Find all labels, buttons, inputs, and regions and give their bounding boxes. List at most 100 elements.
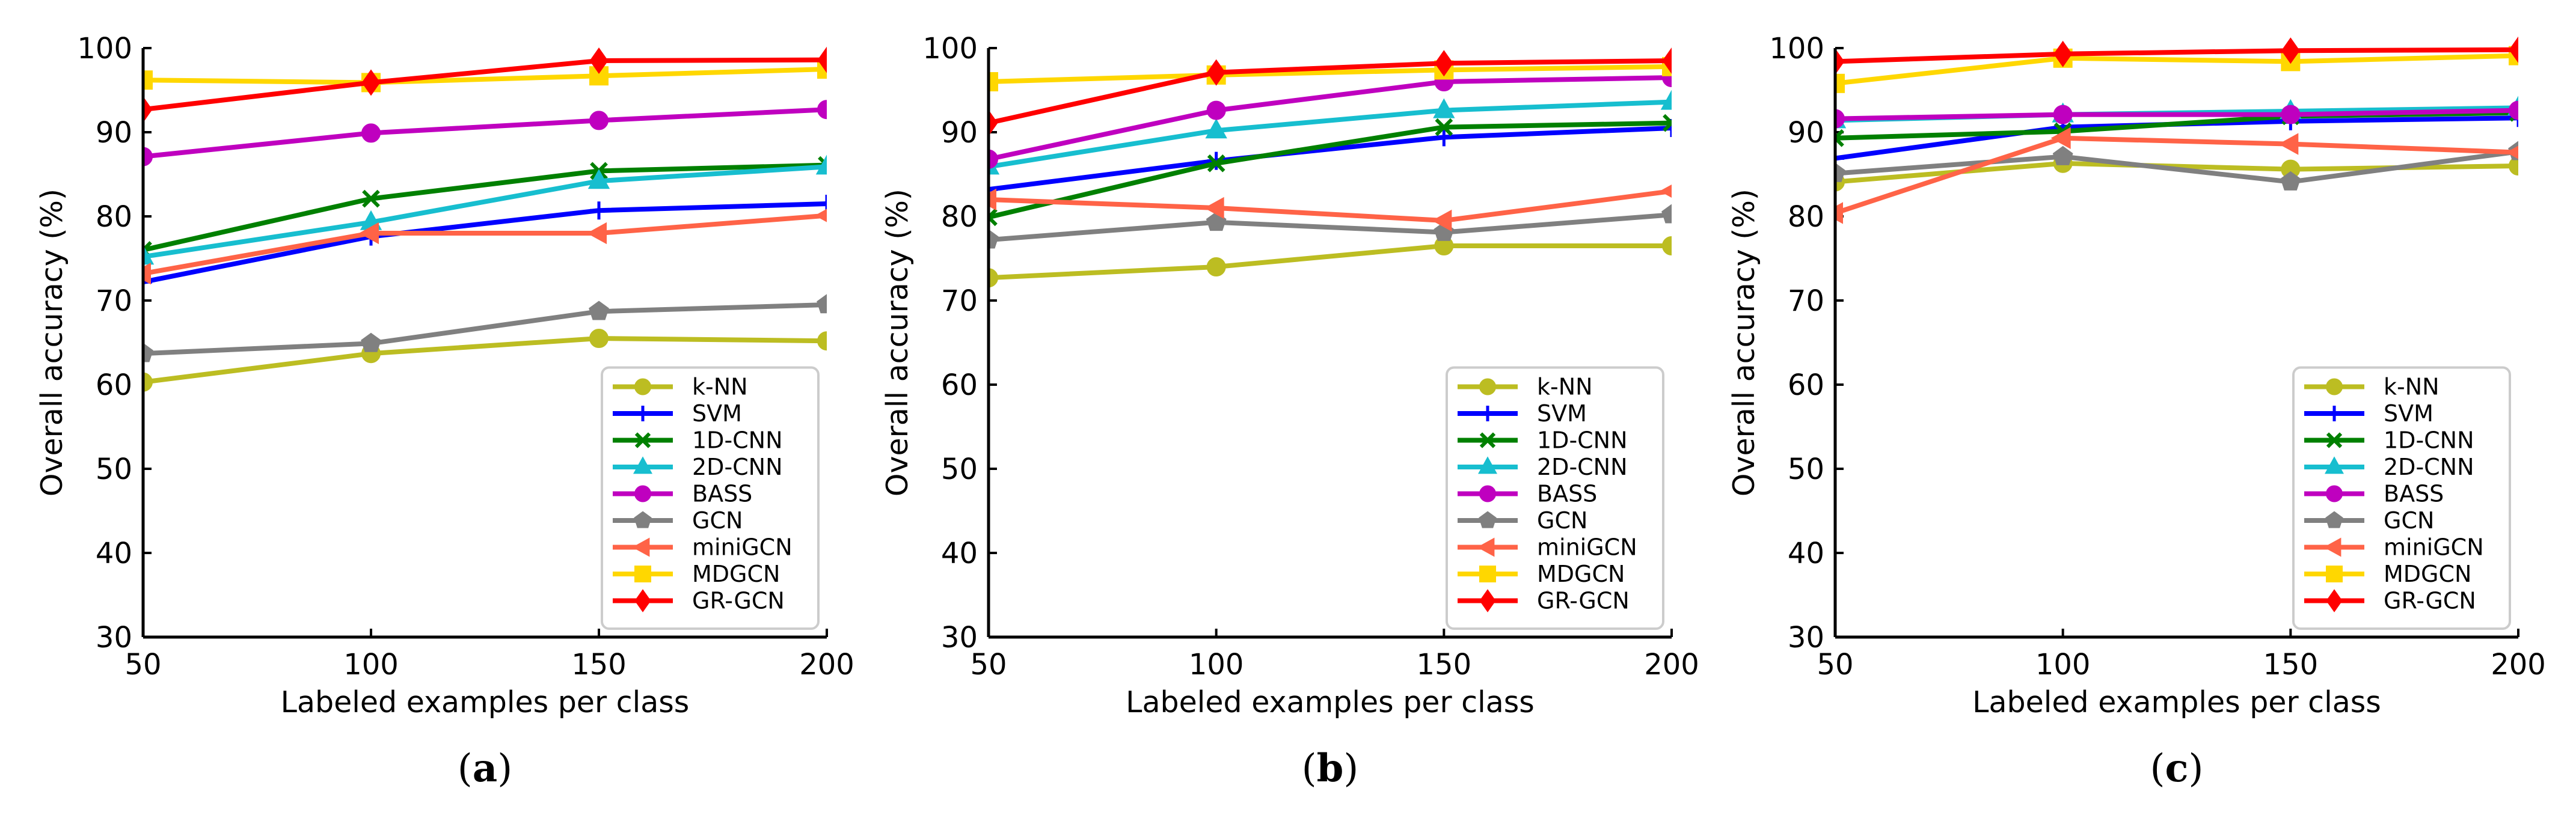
legend-marker-gcn-shape xyxy=(1479,511,1497,528)
data-point-gcn xyxy=(989,229,999,249)
legend-marker-k-nn-shape xyxy=(634,378,651,395)
y-tick-label: 30 xyxy=(1788,621,1824,655)
data-point-minigcn xyxy=(358,222,379,245)
series-line-k-nn xyxy=(989,243,1672,281)
panel-caption: (c) xyxy=(2150,746,2204,791)
legend-marker-1d-cnn xyxy=(2326,432,2343,448)
data-point-gcn xyxy=(1661,204,1672,224)
data-point-mdgcn-shape xyxy=(143,70,153,90)
legend-marker-k-nn xyxy=(634,378,651,395)
data-point-gr-gcn-shape xyxy=(989,109,998,136)
data-point-minigcn-shape xyxy=(814,209,827,222)
x-tick-label: 150 xyxy=(571,648,627,682)
legend-label-1d-cnn: 1D-CNN xyxy=(1537,427,1628,454)
legend-marker-gr-gcn-shape xyxy=(1479,589,1496,612)
data-point-svm-shape xyxy=(989,180,998,199)
data-point-minigcn xyxy=(989,188,996,211)
data-point-gr-gcn-shape xyxy=(817,46,827,73)
y-tick-label: 30 xyxy=(941,621,978,655)
legend-marker-mdgcn xyxy=(1479,566,1496,582)
series-line-minigcn xyxy=(143,213,827,276)
series-line-2d-cnn xyxy=(989,99,1672,169)
data-point-k-nn-shape xyxy=(989,268,998,288)
data-point-k-nn-shape xyxy=(589,329,609,348)
data-point-gr-gcn xyxy=(2053,40,2073,67)
data-point-2d-cnn xyxy=(1205,118,1227,139)
data-point-gr-gcn-shape xyxy=(2509,36,2518,63)
y-tick-label: 70 xyxy=(96,284,132,318)
legend-marker-gr-gcn-shape xyxy=(2326,589,2343,612)
data-point-svm xyxy=(1435,128,1453,147)
data-point-gr-gcn xyxy=(989,109,998,136)
y-tick-label: 80 xyxy=(1788,200,1824,234)
data-point-bass-shape xyxy=(143,147,153,166)
series-line-bass xyxy=(143,107,827,159)
legend-label-2d-cnn: 2D-CNN xyxy=(2384,454,2474,480)
y-tick-label: 80 xyxy=(941,200,978,234)
data-point-svm-shape xyxy=(1435,128,1453,147)
data-point-gcn-shape xyxy=(589,301,609,320)
x-tick-label: 200 xyxy=(2491,648,2546,682)
data-point-gcn xyxy=(1835,162,1845,182)
data-point-k-nn-shape xyxy=(1206,257,1226,276)
legend-marker-minigcn-shape xyxy=(1477,537,1495,557)
legend-label-k-nn: k-NN xyxy=(1537,374,1593,400)
legend-marker-gcn xyxy=(2325,511,2343,528)
data-point-gcn-shape xyxy=(361,332,381,352)
legend-marker-gcn-shape xyxy=(634,511,652,528)
data-point-bass xyxy=(361,123,381,143)
data-point-2d-cnn-shape xyxy=(587,169,610,189)
legend-marker-1d-cnn-shape xyxy=(1479,432,1496,448)
legend-marker-mdgcn xyxy=(634,566,651,582)
data-point-svm xyxy=(989,180,998,199)
legend-label-bass: BASS xyxy=(1537,481,1597,507)
data-point-gr-gcn xyxy=(2281,37,2300,64)
data-point-bass-shape xyxy=(2053,105,2073,124)
data-point-minigcn-shape xyxy=(1659,184,1672,198)
panel-label-letter: a xyxy=(473,746,497,791)
legend-marker-2d-cnn-shape xyxy=(1478,456,1497,474)
data-point-1d-cnn-shape xyxy=(1435,118,1453,136)
legend-marker-svm-shape xyxy=(1480,406,1495,421)
data-point-2d-cnn-shape xyxy=(815,154,827,175)
legend-marker-bass-shape xyxy=(2326,485,2343,502)
legend-marker-k-nn-shape xyxy=(1479,378,1496,395)
data-point-gr-gcn xyxy=(1662,47,1672,74)
series-line-svm xyxy=(143,201,827,285)
panel-label-letter: b xyxy=(1317,746,1344,791)
data-point-1d-cnn xyxy=(1207,154,1225,172)
data-point-bass-shape xyxy=(1206,100,1226,120)
legend-marker-gcn xyxy=(1479,511,1497,528)
series-line-bass xyxy=(989,75,1672,162)
plot-area xyxy=(143,46,827,392)
data-point-minigcn xyxy=(1835,202,1843,224)
data-point-svm xyxy=(818,195,827,213)
data-point-gcn-shape xyxy=(817,294,827,314)
legend-marker-k-nn-shape xyxy=(2326,378,2343,395)
legend-marker-gr-gcn xyxy=(1479,589,1496,612)
data-point-gr-gcn-shape xyxy=(1835,48,1845,75)
legend-label-k-nn: k-NN xyxy=(692,374,748,400)
data-point-gcn-shape xyxy=(143,343,153,362)
series-line-gcn xyxy=(989,212,1672,243)
data-point-1d-cnn-shape xyxy=(1663,114,1672,132)
data-point-2d-cnn xyxy=(143,245,155,265)
legend-marker-svm xyxy=(635,406,651,421)
legend-label-svm: SVM xyxy=(692,400,742,427)
data-point-gcn xyxy=(143,343,153,362)
legend-label-minigcn: miniGCN xyxy=(1537,534,1637,561)
legend-label-gcn: GCN xyxy=(692,507,743,534)
data-point-svm xyxy=(590,201,608,220)
data-point-k-nn xyxy=(2509,156,2518,175)
legend-marker-mdgcn xyxy=(2326,566,2343,582)
data-point-minigcn xyxy=(2050,127,2071,149)
y-tick-label: 90 xyxy=(96,116,132,150)
legend-label-2d-cnn: 2D-CNN xyxy=(692,454,783,480)
data-point-gr-gcn xyxy=(361,69,381,96)
legend-marker-bass xyxy=(2326,485,2343,502)
data-point-k-nn-shape xyxy=(2509,156,2518,175)
data-point-gr-gcn-shape xyxy=(143,96,153,123)
x-axis-label: Labeled examples per class xyxy=(1972,685,2381,719)
